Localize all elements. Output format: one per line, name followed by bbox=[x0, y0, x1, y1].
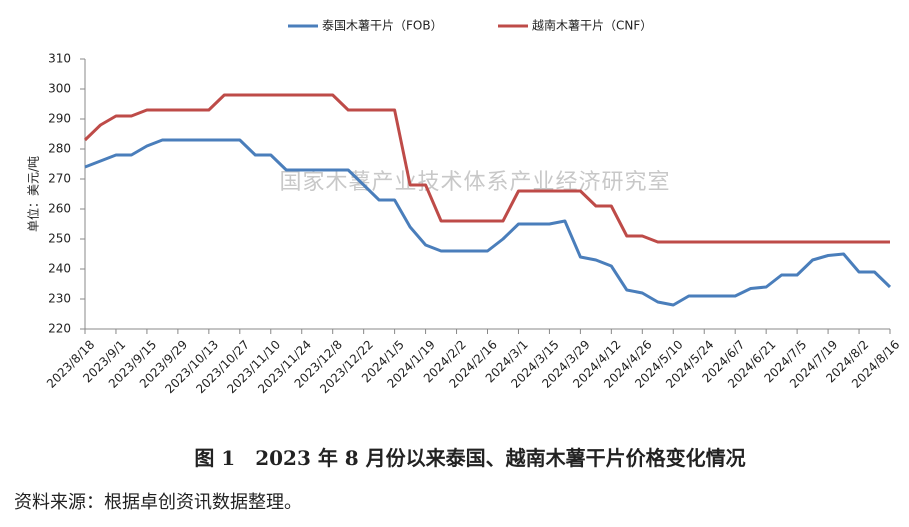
series-line bbox=[83, 93, 890, 244]
y-tick-label: 300 bbox=[48, 82, 71, 96]
y-tick-label: 230 bbox=[48, 292, 71, 306]
chart-title: 图 1 2023 年 8 月份以来泰国、越南木薯干片价格变化情况 bbox=[194, 446, 745, 470]
legend-label: 泰国木薯干片（FOB） bbox=[322, 19, 443, 33]
y-tick-label: 270 bbox=[48, 172, 71, 186]
y-tick-label: 240 bbox=[48, 262, 71, 276]
y-tick-label: 220 bbox=[48, 322, 71, 336]
y-tick-label: 290 bbox=[48, 112, 71, 126]
source: 资料来源：根据卓创资讯数据整理。 bbox=[14, 492, 302, 513]
y-tick-label: 260 bbox=[48, 202, 71, 216]
series-line bbox=[84, 138, 892, 307]
y-axis-label: 单位：美元/吨 bbox=[26, 156, 41, 232]
y-tick-label: 310 bbox=[48, 52, 71, 66]
legend-label: 越南木薯干片（CNF） bbox=[532, 18, 652, 33]
watermark: 国家木薯产业技术体系产业经济研究室 bbox=[279, 170, 670, 195]
y-tick-label: 280 bbox=[48, 142, 71, 156]
y-tick-label: 250 bbox=[48, 232, 71, 246]
